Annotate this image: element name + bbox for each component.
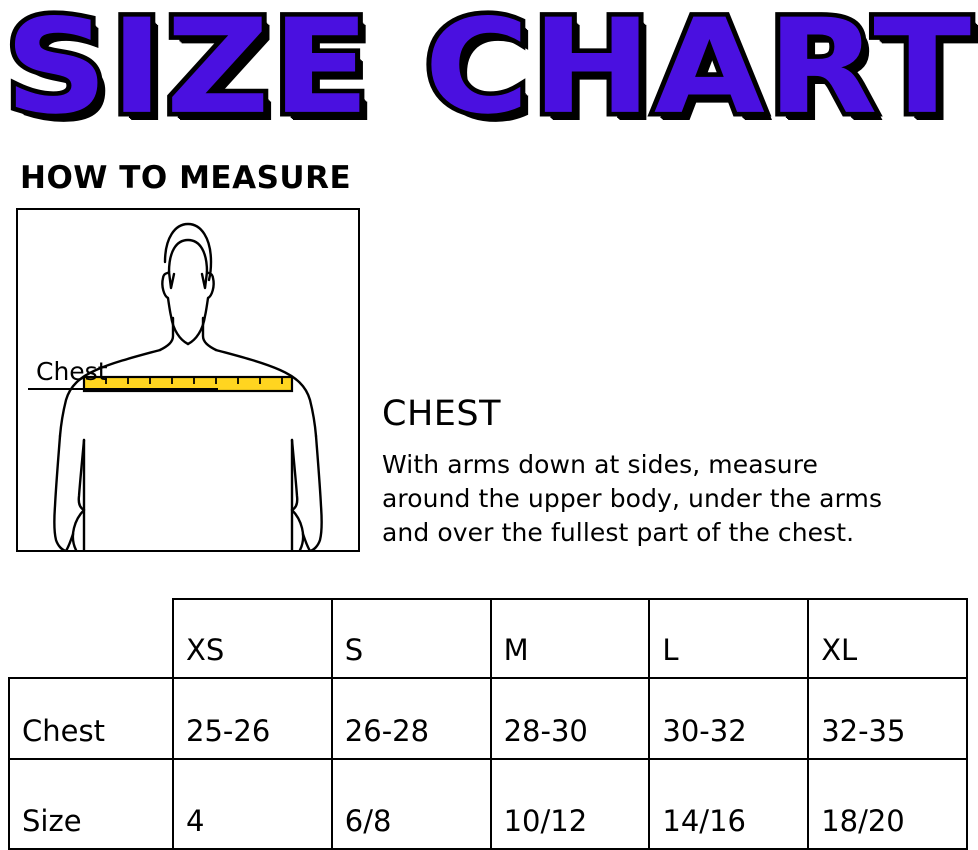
cell-chest-m: 28-30 <box>489 677 651 760</box>
description-line-3: and over the fullest part of the chest. <box>382 518 855 547</box>
size-table: XS S M L XL Chest 25-26 26-28 28-30 30-3… <box>8 598 968 850</box>
cell-size-l: 14/16 <box>648 758 810 850</box>
cell-chest-xl: 32-35 <box>807 677 968 760</box>
cell-chest-xs: 25-26 <box>172 677 333 760</box>
how-to-measure-heading: HOW TO MEASURE <box>20 160 352 196</box>
description-line-2: around the upper body, under the arms <box>382 484 883 513</box>
measuring-tape-icon <box>82 375 294 393</box>
table-header-row: XS S M L XL <box>9 598 968 679</box>
cell-size-m: 10/12 <box>489 758 651 850</box>
table-header-xl: XL <box>807 598 968 679</box>
cell-chest-s: 26-28 <box>330 677 492 760</box>
table-row-size: Size 4 6/8 10/12 14/16 18/20 <box>8 758 968 850</box>
table-corner-cell <box>9 599 173 678</box>
table-header-s: S <box>330 598 492 679</box>
description-block: CHEST With arms down at sides, measure a… <box>382 392 972 550</box>
title-block: SIZE CHART <box>0 0 978 150</box>
page-title: SIZE CHART <box>0 0 976 148</box>
row-label-chest: Chest <box>8 677 174 760</box>
cell-chest-l: 30-32 <box>648 677 810 760</box>
size-table-wrap: XS S M L XL Chest 25-26 26-28 28-30 30-3… <box>8 598 970 850</box>
table-header-l: L <box>648 598 810 679</box>
measurement-illustration-box: Chest <box>16 208 360 552</box>
description-heading: CHEST <box>382 394 501 434</box>
chest-callout-label: Chest <box>36 357 108 386</box>
table-row-chest: Chest 25-26 26-28 28-30 30-32 32-35 <box>8 677 968 760</box>
chest-leader-line <box>28 388 218 390</box>
male-torso-figure-icon <box>53 222 323 550</box>
row-label-size: Size <box>8 758 174 850</box>
table-header-xs: XS <box>172 598 333 679</box>
cell-size-xs: 4 <box>172 758 333 850</box>
cell-size-xl: 18/20 <box>807 758 968 850</box>
table-header-m: M <box>489 598 651 679</box>
cell-size-s: 6/8 <box>330 758 492 850</box>
description-body: With arms down at sides, measure around … <box>382 448 972 550</box>
description-line-1: With arms down at sides, measure <box>382 450 819 479</box>
